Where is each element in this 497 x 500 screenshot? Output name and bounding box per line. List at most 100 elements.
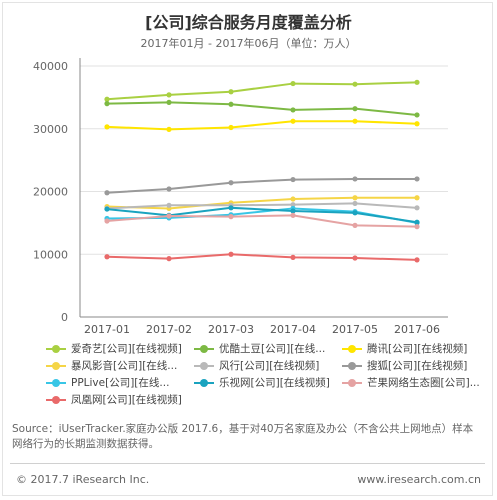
data-point: [414, 121, 420, 127]
series-2: [104, 99, 420, 118]
legend-swatch-dot: [52, 345, 60, 353]
legend-swatch-dot: [348, 345, 356, 353]
y-tick-label: 20000: [33, 186, 68, 199]
legend-label: 芒果网络生态圈[公司]...: [367, 377, 480, 389]
x-tick-label: 2017-06: [394, 323, 440, 336]
legend-swatch-dot: [200, 379, 208, 387]
data-point: [228, 124, 234, 131]
legend-label: 暴风影音[公司][在线...: [71, 360, 178, 372]
legend-swatch-dot: [52, 379, 60, 387]
series-1: [104, 79, 420, 102]
data-point: [228, 180, 234, 186]
series-line: [106, 206, 418, 224]
source-note: Source：iUserTracker.家庭办公版 2017.6，基于对40万名…: [12, 423, 474, 450]
data-point: [414, 205, 420, 211]
legend-swatch-dot: [348, 379, 356, 387]
data-point: [290, 202, 296, 208]
x-tick-label: 2017-04: [270, 323, 316, 336]
data-point: [228, 214, 234, 220]
data-point: [414, 257, 420, 263]
data-point: [352, 195, 358, 201]
data-point: [352, 255, 358, 261]
data-point: [228, 101, 234, 107]
data-point: [414, 176, 420, 182]
data-point: [290, 176, 296, 183]
copyright-text: © 2017.7 iResearch Inc.: [16, 473, 150, 486]
data-point: [290, 107, 296, 113]
data-point: [352, 118, 358, 124]
data-point: [166, 186, 172, 192]
data-point: [166, 256, 172, 262]
data-point: [166, 126, 172, 132]
data-point: [166, 99, 172, 105]
legend-label: 腾讯[公司][在线视频]: [367, 343, 468, 355]
series-line: [106, 177, 417, 194]
data-point: [104, 206, 110, 212]
series-line: [106, 202, 418, 210]
data-point: [352, 222, 358, 228]
legend-label: PPLive[公司][在线...: [71, 377, 170, 389]
x-tick-label: 2017-02: [146, 323, 192, 336]
y-tick-label: 30000: [33, 123, 68, 136]
data-point: [290, 212, 296, 218]
data-point: [228, 205, 234, 211]
legend-swatch-dot: [200, 345, 208, 353]
data-point: [228, 89, 234, 95]
legend-label: 搜狐[公司][在线视频]: [367, 360, 468, 372]
y-tick-label: 40000: [33, 60, 68, 73]
chart-frame: [2, 2, 493, 496]
data-point: [290, 208, 296, 214]
data-point: [352, 200, 358, 207]
data-point: [414, 112, 420, 118]
data-point: [104, 218, 110, 224]
series-6: [104, 176, 420, 196]
data-point: [290, 196, 296, 202]
series-line: [106, 253, 418, 261]
legend-label: 乐视网[公司][在线视频]: [219, 377, 330, 389]
data-point: [352, 210, 358, 216]
legend-swatch-dot: [348, 362, 356, 370]
x-tick-label: 2017-05: [332, 323, 378, 336]
legend-label: 凤凰网[公司][在线视频]: [71, 394, 182, 406]
data-point: [104, 96, 110, 102]
data-point: [352, 81, 358, 87]
data-point: [290, 118, 296, 124]
legend-label: 风行[公司][在线视频]: [219, 360, 320, 372]
data-point: [228, 251, 234, 257]
x-tick-label: 2017-03: [208, 323, 254, 336]
data-point: [290, 80, 296, 87]
series-line: [106, 81, 418, 101]
data-point: [104, 254, 110, 260]
series-line: [106, 120, 418, 131]
legend-swatch-dot: [52, 396, 60, 404]
data-point: [166, 92, 172, 98]
data-point: [290, 254, 296, 260]
data-point: [104, 101, 110, 107]
series-line: [106, 101, 418, 116]
y-tick-label: 0: [61, 311, 68, 324]
series-9: [104, 212, 420, 230]
y-tick-label: 10000: [33, 248, 68, 261]
series-3: [104, 118, 420, 132]
legend-label: 爱奇艺[公司][在线视频]: [71, 343, 182, 355]
data-point: [414, 79, 420, 85]
data-point: [352, 106, 358, 112]
data-point: [352, 176, 358, 182]
website-text: www.iresearch.com.cn: [357, 473, 481, 486]
legend-swatch-dot: [200, 362, 208, 370]
legend-swatch-dot: [52, 362, 60, 370]
data-point: [414, 195, 420, 201]
series-10: [104, 251, 420, 263]
series-line: [106, 214, 418, 228]
series-line: [106, 196, 417, 210]
data-point: [104, 124, 110, 130]
data-point: [166, 202, 172, 208]
chart-subtitle: 2017年01月 - 2017年06月（单位：万人）: [140, 37, 357, 50]
legend-label: 优酷土豆[公司][在线...: [219, 343, 326, 355]
data-point: [166, 213, 172, 219]
data-point: [104, 190, 110, 196]
chart-title: [公司]综合服务月度覆盖分析: [145, 13, 352, 32]
line-chart: 0 10000 20000 30000 40000 2017-01 2017-02 2017…: [33, 58, 448, 336]
x-tick-label: 2017-01: [84, 323, 130, 336]
data-point: [414, 219, 420, 225]
